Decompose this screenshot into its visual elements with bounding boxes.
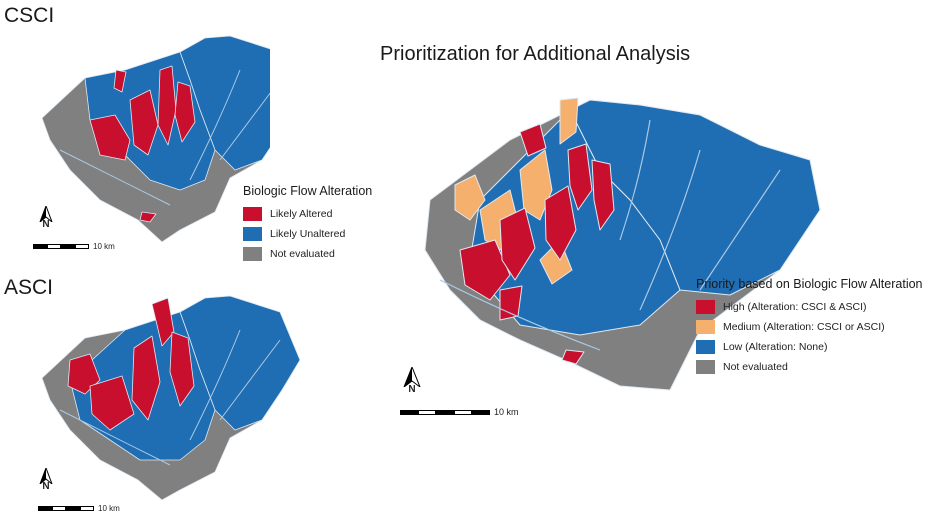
legend-swatch xyxy=(243,247,262,261)
legend-label: Medium (Alteration: CSCI or ASCI) xyxy=(723,321,885,333)
stream-line xyxy=(59,409,171,466)
legend-label: High (Alteration: CSCI & ASCI) xyxy=(723,301,867,313)
legend-item-likely-unaltered: Likely Unaltered xyxy=(243,224,372,244)
legend-priority: Priority based on Biologic Flow Alterati… xyxy=(696,277,923,377)
north-arrow-icon xyxy=(39,206,53,222)
legend-title: Priority based on Biologic Flow Alterati… xyxy=(696,277,923,291)
legend-title: Biologic Flow Alteration xyxy=(243,184,373,198)
csci-map xyxy=(41,35,270,243)
catchment-red-4 xyxy=(174,81,196,143)
scalebar-csci: 10 km xyxy=(33,242,115,251)
main-title: Prioritization for Additional Analysis xyxy=(380,43,691,65)
legend-label: Likely Unaltered xyxy=(270,228,346,240)
north-letter: N xyxy=(42,219,50,230)
north-arrow-icon xyxy=(39,468,53,484)
catchment-red-1 xyxy=(89,114,131,161)
stream-line xyxy=(439,279,601,351)
catchment-red-6 xyxy=(139,211,157,223)
catchment-red-2 xyxy=(89,375,135,431)
catchment-red-3 xyxy=(544,185,577,261)
scalebar-priority: 10 km xyxy=(400,407,519,417)
scalebar-label: 10 km xyxy=(494,407,519,417)
legend-item-not-evaluated: Not evaluated xyxy=(243,244,372,264)
catchment-red-3 xyxy=(131,335,161,421)
catchment-red-8 xyxy=(561,349,585,365)
north-arrow-priority: N xyxy=(402,367,422,395)
stream-line xyxy=(639,149,701,311)
legend-item-high: High (Alteration: CSCI & ASCI) xyxy=(696,297,923,317)
legend-label: Likely Altered xyxy=(270,208,333,220)
stream-line xyxy=(189,69,241,181)
north-arrow-csci: N xyxy=(38,206,54,230)
catchment-orange-1 xyxy=(454,174,486,221)
catchment-red-6 xyxy=(519,123,547,157)
stream-line xyxy=(219,339,281,421)
asci-panel-label: ASCI xyxy=(4,276,54,299)
stream-line xyxy=(699,169,781,291)
catchment-red-5 xyxy=(591,159,615,231)
stream-line xyxy=(219,92,270,161)
catchment-red-4 xyxy=(151,297,175,347)
catchment-red-2 xyxy=(129,89,159,156)
stream-line xyxy=(189,329,241,441)
catchment-red-1 xyxy=(459,239,511,301)
legend-biologic-flow: Biologic Flow Alteration Likely Altered … xyxy=(243,184,372,264)
north-letter: N xyxy=(42,481,50,492)
legend-item-likely-altered: Likely Altered xyxy=(243,204,372,224)
legend-swatch xyxy=(696,340,715,354)
legend-label: Low (Alteration: None) xyxy=(723,341,828,353)
catchment-red-5 xyxy=(169,331,195,407)
catchment-red-2 xyxy=(499,207,536,281)
catchment-red-3 xyxy=(157,65,177,146)
legend-swatch xyxy=(696,360,715,374)
asci-map xyxy=(41,295,300,500)
legend-swatch xyxy=(243,227,262,241)
catchment-orange-4 xyxy=(559,97,579,145)
north-arrow-asci: N xyxy=(38,468,54,492)
stream-line xyxy=(619,119,651,241)
priority-map xyxy=(424,97,821,391)
scalebar-asci: 10 km xyxy=(38,504,120,513)
legend-swatch xyxy=(696,300,715,314)
catchment-red-4 xyxy=(567,143,593,211)
legend-swatch xyxy=(243,207,262,221)
north-arrow-icon xyxy=(403,367,421,387)
scalebar-label: 10 km xyxy=(98,504,120,513)
north-letter: N xyxy=(408,384,416,395)
legend-item-low: Low (Alteration: None) xyxy=(696,337,923,357)
scalebar-label: 10 km xyxy=(93,242,115,251)
stream-line xyxy=(59,149,171,206)
legend-swatch xyxy=(696,320,715,334)
legend-item-not-evaluated: Not evaluated xyxy=(696,357,923,377)
legend-label: Not evaluated xyxy=(270,248,335,260)
csci-panel-label: CSCI xyxy=(4,4,55,27)
catchment-red-5 xyxy=(113,69,127,93)
legend-label: Not evaluated xyxy=(723,361,788,373)
legend-item-medium: Medium (Alteration: CSCI or ASCI) xyxy=(696,317,923,337)
